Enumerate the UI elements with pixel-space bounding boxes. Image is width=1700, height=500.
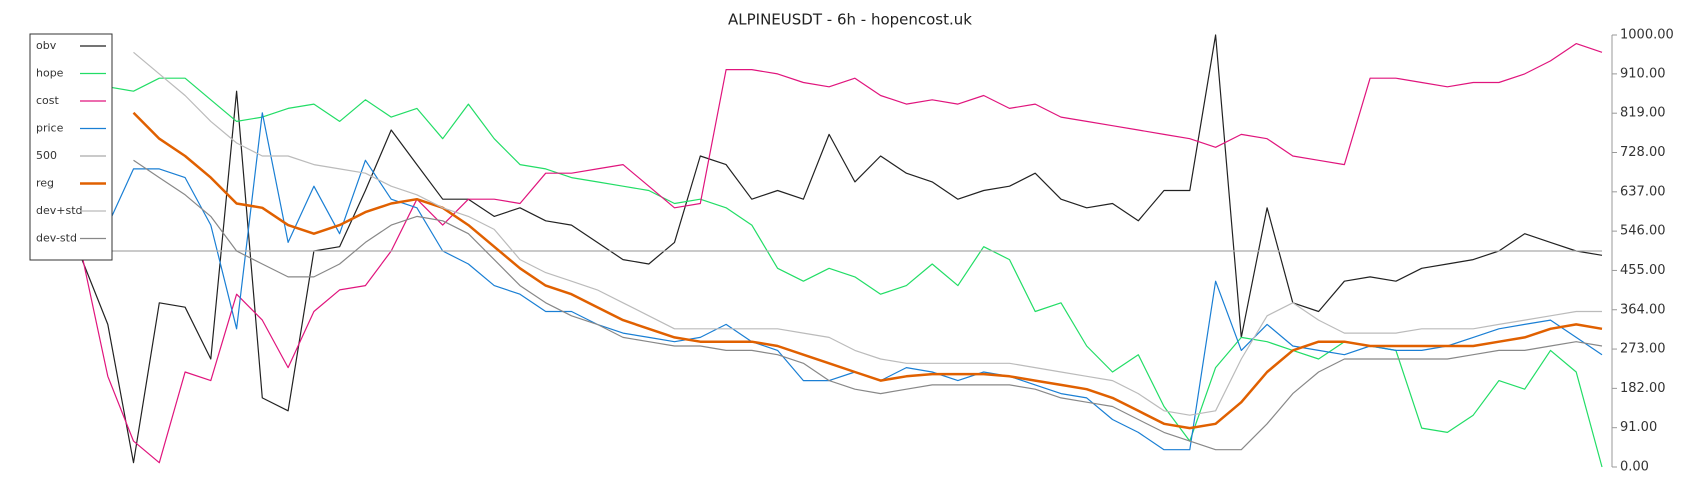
series-line [81, 43, 1603, 464]
legend-label: reg [36, 177, 54, 190]
series-line [132, 111, 1603, 430]
series-line [133, 51, 1602, 416]
legend-label: dev+std [36, 204, 83, 217]
legend-box [29, 33, 113, 261]
series-line [81, 69, 1603, 468]
legend-label: 500 [36, 149, 57, 162]
legend-label: price [36, 122, 64, 135]
legend-label: dev-std [36, 232, 77, 245]
y-tick-label: 910.00 [1620, 66, 1666, 81]
legend-label: hope [36, 67, 64, 80]
legend-label: cost [36, 94, 60, 107]
y-tick-label: 182.00 [1620, 381, 1666, 396]
y-tick-label: 1000.00 [1620, 28, 1674, 43]
series-line [133, 159, 1603, 451]
y-tick-label: 728.00 [1620, 145, 1666, 160]
y-tick-label: 455.00 [1620, 263, 1666, 278]
y-tick-label: 546.00 [1620, 224, 1666, 239]
legend-label: obv [36, 39, 57, 52]
y-tick-label: 819.00 [1620, 106, 1666, 121]
series-line [81, 34, 1603, 464]
y-tick-label: 0.00 [1620, 460, 1649, 475]
y-tick-label: 91.00 [1620, 420, 1657, 435]
y-tick-label: 637.00 [1620, 184, 1666, 199]
y-tick-label: 364.00 [1620, 302, 1666, 317]
chart-title: ALPINEUSDT - 6h - hopencost.uk [728, 11, 972, 29]
y-tick-label: 273.00 [1620, 342, 1666, 357]
